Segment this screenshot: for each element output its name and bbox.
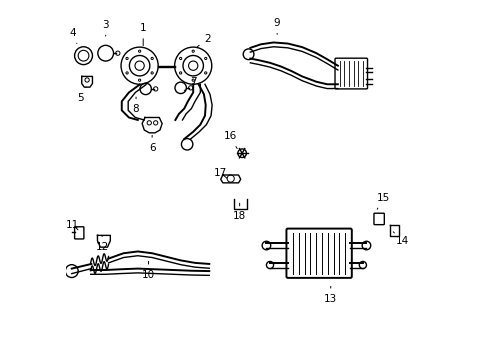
Circle shape: [179, 72, 182, 74]
Text: 4: 4: [70, 28, 77, 44]
Text: 5: 5: [77, 87, 86, 103]
Text: 14: 14: [393, 232, 409, 246]
Circle shape: [139, 50, 141, 52]
Text: 16: 16: [223, 131, 237, 149]
Text: 3: 3: [102, 19, 109, 36]
Circle shape: [126, 57, 128, 59]
Text: 8: 8: [133, 97, 139, 114]
Circle shape: [192, 79, 195, 81]
Text: 10: 10: [142, 261, 155, 280]
Circle shape: [139, 79, 141, 81]
Circle shape: [126, 72, 128, 74]
Text: 12: 12: [96, 235, 109, 252]
Text: 17: 17: [214, 168, 227, 178]
Circle shape: [151, 57, 153, 59]
Text: 9: 9: [274, 18, 280, 34]
Text: 7: 7: [184, 77, 196, 91]
Circle shape: [179, 57, 182, 59]
Text: 6: 6: [149, 135, 155, 153]
Text: 15: 15: [377, 193, 390, 209]
Text: 1: 1: [140, 23, 147, 46]
Text: 2: 2: [197, 34, 211, 47]
Text: 13: 13: [324, 286, 337, 303]
Text: 18: 18: [233, 203, 246, 221]
Circle shape: [151, 72, 153, 74]
Text: 11: 11: [66, 220, 79, 230]
Circle shape: [205, 57, 207, 59]
Circle shape: [205, 72, 207, 74]
Circle shape: [192, 50, 195, 52]
